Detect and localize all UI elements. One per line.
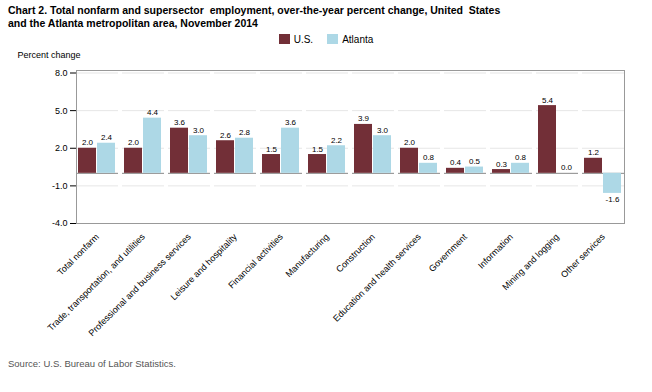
svg-text:Government: Government — [427, 231, 469, 273]
svg-text:2.4: 2.4 — [101, 133, 113, 142]
svg-text:-1.6: -1.6 — [606, 195, 620, 204]
svg-text:0.8: 0.8 — [423, 153, 435, 162]
svg-text:2.0: 2.0 — [82, 138, 94, 147]
svg-text:-4.0: -4.0 — [52, 218, 68, 228]
svg-text:3.6: 3.6 — [174, 118, 186, 127]
svg-text:2.0: 2.0 — [55, 143, 68, 153]
svg-text:Other services: Other services — [559, 231, 607, 279]
svg-text:-1.0: -1.0 — [52, 181, 68, 191]
svg-text:0.8: 0.8 — [515, 153, 527, 162]
svg-text:Professional and business serv: Professional and business services — [86, 231, 193, 338]
html-text:Source: U.S. Bureau of Labor S: Source: U.S. Bureau of Labor Statistics. — [8, 358, 176, 369]
html-text:and the Atlanta metropolitan a: and the Atlanta metropolitan area, Novem… — [8, 17, 258, 29]
svg-text:0.5: 0.5 — [469, 157, 481, 166]
svg-text:3.0: 3.0 — [193, 126, 205, 135]
html-text:Atlanta: Atlanta — [342, 34, 374, 45]
html-text:U.S.: U.S. — [293, 34, 314, 45]
svg-text:0.4: 0.4 — [450, 158, 462, 167]
svg-text:2.2: 2.2 — [331, 136, 343, 145]
html-text:Chart 2. Total nonfarm and sup: Chart 2. Total nonfarm and supersector e… — [8, 4, 501, 16]
svg-text:3.6: 3.6 — [285, 118, 297, 127]
svg-text:8.0: 8.0 — [55, 68, 68, 78]
svg-text:2.8: 2.8 — [239, 128, 251, 137]
svg-text:Information: Information — [476, 232, 515, 271]
svg-text:0.3: 0.3 — [496, 160, 508, 169]
svg-text:5.4: 5.4 — [542, 96, 554, 105]
svg-text:Education and health services: Education and health services — [331, 231, 423, 323]
svg-text:2.6: 2.6 — [220, 131, 232, 140]
svg-text:1.2: 1.2 — [588, 148, 600, 157]
svg-text:2.0: 2.0 — [128, 138, 140, 147]
svg-text:1.5: 1.5 — [266, 145, 278, 154]
svg-text:5.0: 5.0 — [55, 106, 68, 116]
svg-text:Percent change: Percent change — [18, 50, 81, 60]
svg-text:Manufacturing: Manufacturing — [284, 232, 331, 279]
svg-text:4.4: 4.4 — [147, 108, 159, 117]
svg-text:3.0: 3.0 — [377, 126, 389, 135]
svg-text:Leisure and hospitality: Leisure and hospitality — [169, 231, 240, 302]
svg-text:Total nonfarm: Total nonfarm — [55, 232, 101, 278]
svg-text:1.5: 1.5 — [312, 145, 324, 154]
svg-text:Construction: Construction — [334, 232, 377, 275]
svg-text:3.9: 3.9 — [358, 114, 370, 123]
svg-text:2.0: 2.0 — [404, 138, 416, 147]
svg-text:Financial activities: Financial activities — [226, 231, 285, 290]
svg-text:0.0: 0.0 — [561, 163, 573, 172]
svg-text:Trade, transportation, and uti: Trade, transportation, and utilities — [46, 231, 148, 333]
svg-text:Mining and logging: Mining and logging — [500, 232, 561, 293]
